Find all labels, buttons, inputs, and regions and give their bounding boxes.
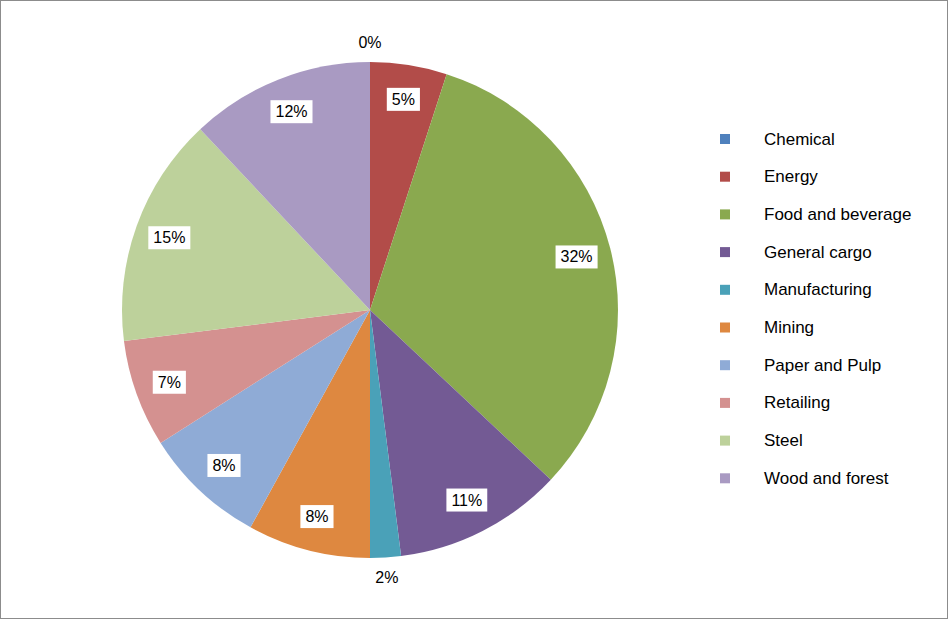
chart: 0% 5% 32% 11% 2% 8% 8% 7% 15% 12% Chemical Energy Fo… xyxy=(0,0,948,619)
legend-label: Retailing xyxy=(764,393,830,412)
data-label: 8% xyxy=(212,457,235,474)
legend-label: Steel xyxy=(764,431,803,450)
data-label-box xyxy=(207,454,240,477)
data-label-group: 15% xyxy=(148,226,190,249)
legend-swatch xyxy=(720,172,730,182)
legend-swatch xyxy=(720,134,730,144)
pie xyxy=(122,62,618,558)
legend-swatch xyxy=(720,209,730,219)
legend-label: Paper and Pulp xyxy=(764,356,881,375)
data-label-group: 8% xyxy=(300,505,333,528)
legend-label: General cargo xyxy=(764,243,872,262)
data-label: 5% xyxy=(392,91,415,108)
legend-swatch xyxy=(720,473,730,483)
data-label-group: 11% xyxy=(446,489,487,512)
data-label-group: 12% xyxy=(270,100,312,123)
legend-label: Mining xyxy=(764,318,814,337)
data-label: 7% xyxy=(158,374,181,391)
legend-swatch xyxy=(720,323,730,333)
data-label-group: 7% xyxy=(153,371,186,394)
chart-frame xyxy=(1,1,948,619)
legend-swatch xyxy=(720,436,730,446)
legend-swatch xyxy=(720,285,730,295)
data-label: 32% xyxy=(561,248,593,265)
data-label-group: 2% xyxy=(375,569,398,586)
legend: Chemical Energy Food and beverage General c… xyxy=(720,130,911,488)
legend-label: Energy xyxy=(764,167,818,186)
pie-slice xyxy=(370,310,551,556)
data-label-box xyxy=(300,505,333,528)
data-label-group: 32% xyxy=(556,245,598,268)
pie-slice xyxy=(200,62,370,310)
data-label-box xyxy=(270,100,312,123)
data-label: 2% xyxy=(375,569,398,586)
data-label-box xyxy=(387,88,420,111)
data-label-box xyxy=(148,226,190,249)
data-label: 15% xyxy=(153,229,185,246)
legend-swatch xyxy=(720,247,730,257)
legend-swatch xyxy=(720,398,730,408)
legend-label: Chemical xyxy=(764,130,835,149)
legend-label: Manufacturing xyxy=(764,280,872,299)
data-label-group: 0% xyxy=(358,34,381,51)
data-label-box xyxy=(556,245,598,268)
data-label: 0% xyxy=(358,34,381,51)
data-label: 12% xyxy=(275,103,307,120)
data-label-group: 5% xyxy=(387,88,420,111)
data-label: 8% xyxy=(305,508,328,525)
data-label-box xyxy=(446,489,487,512)
legend-label: Wood and forest xyxy=(764,469,889,488)
legend-swatch xyxy=(720,360,730,370)
data-label: 11% xyxy=(451,492,482,509)
legend-label: Food and beverage xyxy=(764,205,911,224)
pie-slice xyxy=(370,310,401,558)
data-labels: 0% 5% 32% 11% 2% 8% 8% 7% 15% 12% xyxy=(148,34,597,586)
data-label-group: 8% xyxy=(207,454,240,477)
data-label-box xyxy=(153,371,186,394)
